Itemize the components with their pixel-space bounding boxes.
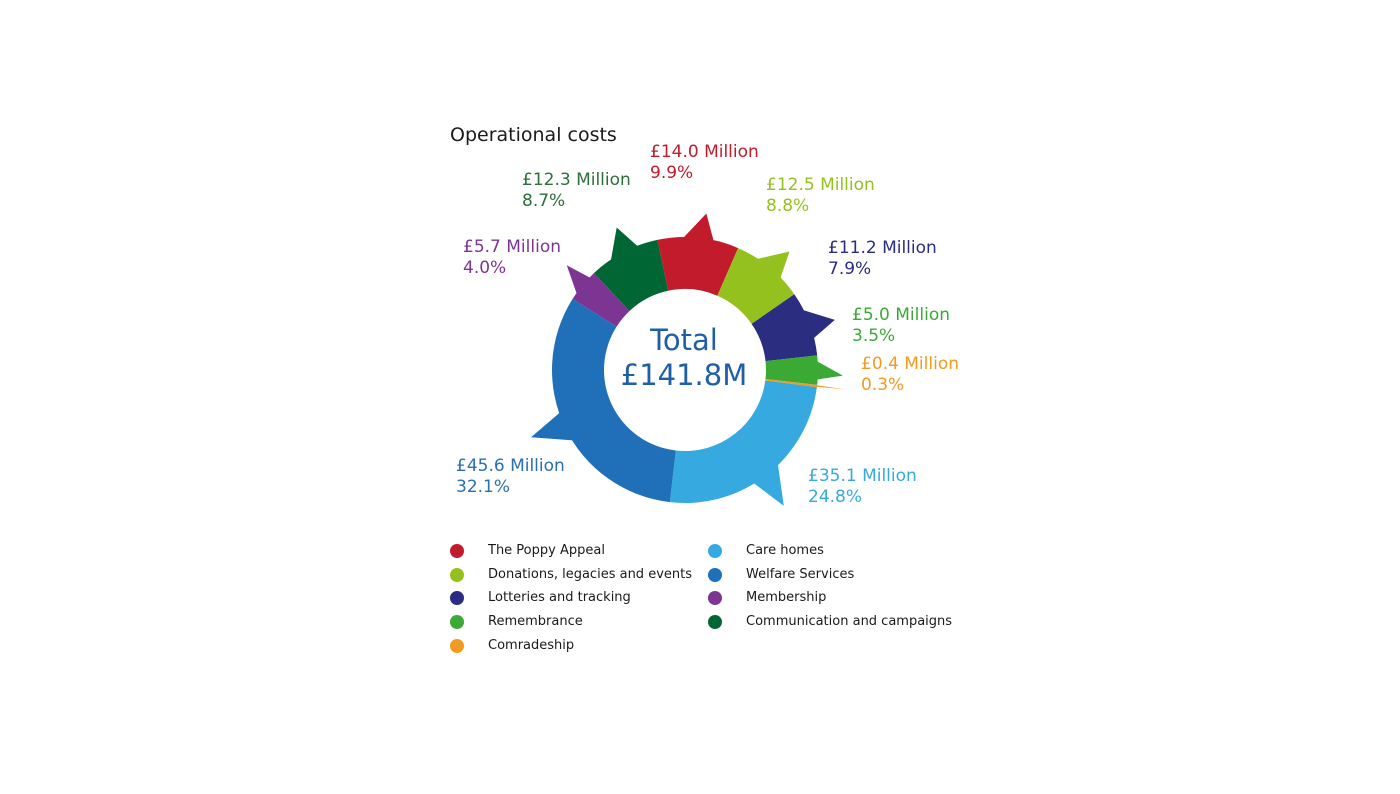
legend-swatch: [708, 591, 722, 606]
pointer-membership: [566, 265, 592, 296]
pointer-lotteries-and-tracking: [801, 309, 835, 340]
legend-swatch: [450, 567, 464, 582]
slice-label-welfare-services: £45.6 Million 32.1%: [456, 456, 565, 498]
legend-label: Comradeship: [488, 637, 575, 653]
slice-label-communication-and-campaigns: £12.3 Million 8.7%: [522, 170, 631, 212]
slice-value-label: £11.2 Million: [828, 238, 937, 258]
slice-value-label: £35.1 Million: [808, 466, 917, 486]
slice-the-poppy-appeal: [657, 236, 739, 296]
chart-title: Operational costs: [450, 124, 617, 146]
slice-percent-label: 8.8%: [766, 196, 810, 216]
pointer-the-poppy-appeal: [682, 213, 714, 243]
pointer-welfare-services: [531, 411, 575, 441]
pointer-communication-and-campaigns: [610, 227, 639, 263]
legend-swatch: [450, 615, 464, 630]
slice-welfare-services: [552, 298, 676, 503]
legend-swatch: [450, 591, 464, 606]
slice-percent-label: 32.1%: [456, 477, 511, 497]
slice-lotteries-and-tracking: [751, 294, 818, 362]
slice-label-the-poppy-appeal: £14.0 Million 9.9%: [650, 142, 759, 184]
legend-swatch: [450, 544, 464, 558]
slice-value-label: £12.5 Million: [766, 175, 875, 195]
slice-care-homes: [669, 380, 817, 503]
slice-membership: [572, 273, 630, 327]
slice-percent-label: 9.9%: [650, 163, 694, 183]
legend-label: Remembrance: [488, 614, 583, 630]
slice-percent-label: 0.3%: [861, 375, 905, 395]
slice-value-label: £12.3 Million: [522, 170, 631, 190]
slice-label-remembrance: £5.0 Million 3.5%: [852, 305, 950, 347]
slice-label-lotteries-and-tracking: £11.2 Million 7.9%: [828, 238, 937, 280]
slice-percent-label: 3.5%: [852, 326, 896, 346]
slice-value-label: £45.6 Million: [456, 456, 565, 476]
slice-value-label: £0.4 Million: [861, 354, 959, 374]
legend-label: Donations, legacies and events: [488, 566, 692, 582]
legend-swatch: [450, 638, 464, 653]
slice-percent-label: 8.7%: [522, 191, 566, 211]
slice-comradeship: [765, 379, 818, 388]
legend-swatch: [708, 567, 722, 582]
pointer-remembrance: [815, 360, 843, 380]
slice-value-label: £14.0 Million: [650, 142, 759, 162]
slice-donations-legacies-and-events: [717, 248, 795, 324]
pointer-care-homes: [752, 462, 784, 506]
slice-percent-label: 7.9%: [828, 259, 872, 279]
slice-value-label: £5.0 Million: [852, 305, 950, 325]
pointer-comradeship: [814, 385, 846, 390]
legend-swatch: [708, 544, 722, 558]
legend-label: Membership: [746, 590, 827, 606]
pointer-donations-legacies-and-events: [755, 251, 790, 280]
legend-label: Lotteries and tracking: [488, 590, 631, 606]
slice-percent-label: 24.8%: [808, 487, 863, 507]
slice-label-donations-legacies-and-events: £12.5 Million 8.8%: [766, 175, 875, 217]
legend-swatch: [708, 615, 722, 630]
slice-percent-label: 4.0%: [463, 258, 507, 278]
legend-label: Communication and campaigns: [746, 614, 953, 630]
legend-label: Care homes: [746, 543, 824, 558]
slice-remembrance: [765, 355, 818, 385]
center-total-value: £141.8M: [621, 358, 748, 392]
slice-label-comradeship: £0.4 Million 0.3%: [861, 354, 959, 396]
slice-label-care-homes: £35.1 Million 24.8%: [808, 466, 917, 508]
legend-label: Welfare Services: [746, 566, 855, 582]
slice-communication-and-campaigns: [593, 239, 669, 311]
center-total-label: Total: [649, 323, 718, 357]
slice-value-label: £5.7 Million: [463, 237, 561, 257]
legend-label: The Poppy Appeal: [488, 543, 605, 558]
slice-label-membership: £5.7 Million 4.0%: [463, 237, 561, 279]
